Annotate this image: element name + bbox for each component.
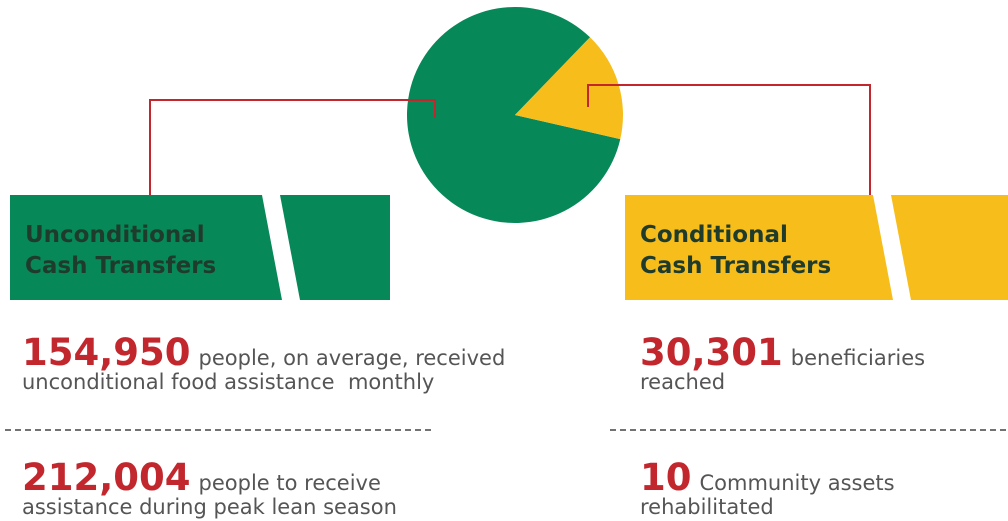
pie-slice	[515, 37, 623, 140]
stat: 30,301 beneficiaries	[640, 331, 925, 374]
pie-slice	[407, 6, 621, 223]
panel-title: Cash Transfers	[25, 253, 216, 279]
stat: 10 Community assets	[640, 456, 895, 499]
connector	[149, 99, 436, 195]
stat-number: 10	[640, 456, 692, 499]
stat-text: people to receive	[199, 471, 381, 495]
panel-title: Cash Transfers	[640, 253, 831, 279]
stat-text: unconditional food assistance monthly	[22, 370, 434, 394]
box-stripe	[873, 195, 911, 300]
stat: 212,004 people to receive	[22, 456, 381, 499]
connector	[587, 84, 871, 195]
pie	[407, 6, 623, 223]
box-stripe	[262, 195, 300, 300]
panel-title: Unconditional	[25, 222, 205, 248]
panel-title: Conditional	[640, 222, 788, 248]
stat-number: 30,301	[640, 331, 783, 374]
stat-text: reached	[640, 370, 725, 394]
stat-text: rehabilitated	[640, 495, 774, 519]
stat-text: Community assets	[700, 471, 895, 495]
stat: 154,950 people, on average, received	[22, 331, 505, 374]
stat-number: 212,004	[22, 456, 191, 499]
unconditional-box	[10, 195, 390, 300]
conditional-box	[625, 195, 1008, 300]
stat-text: people, on average, received	[199, 346, 506, 370]
stat-number: 154,950	[22, 331, 191, 374]
stat-text: assistance during peak lean season	[22, 495, 397, 519]
stat-text: beneficiaries	[791, 346, 925, 370]
